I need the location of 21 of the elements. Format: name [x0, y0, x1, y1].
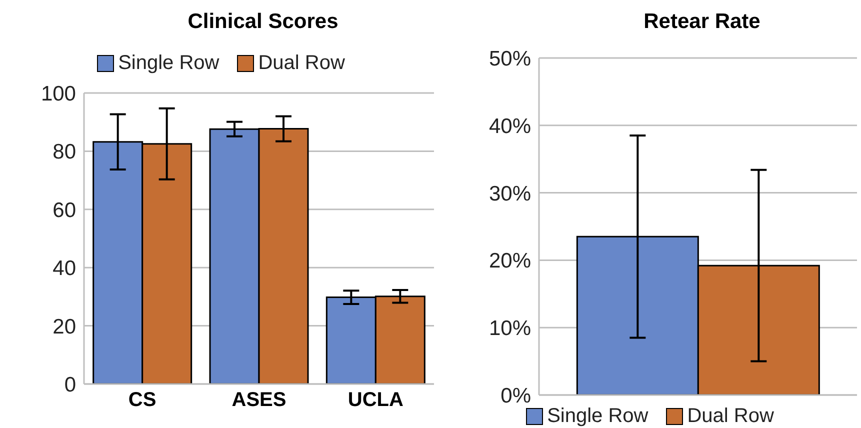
y-tick-label: 20%: [488, 250, 531, 273]
y-tick-label: 100: [40, 82, 76, 106]
x-tick-label: ASES: [232, 389, 286, 412]
legend-label: Dual Row: [257, 52, 345, 75]
y-tick-label: 0%: [500, 384, 531, 408]
y-tick-label: 80: [52, 140, 76, 164]
legend-label: Dual Row: [686, 405, 774, 428]
x-tick-label: UCLA: [348, 389, 404, 412]
y-tick-label: 40%: [488, 114, 531, 138]
y-tick-label: 20: [52, 315, 76, 338]
legend-label: Single Row: [547, 405, 648, 427]
y-tick-label: 0: [64, 373, 76, 396]
chart-title: Clinical Scores: [186, 10, 340, 34]
y-tick-label: 60: [52, 198, 76, 222]
legend-label: Single Row: [117, 52, 220, 75]
chart-title: Retear Rate: [642, 10, 762, 34]
y-tick-label: 30%: [488, 182, 531, 206]
y-tick-label: 10%: [488, 317, 531, 340]
y-tick-label: 40: [52, 257, 76, 280]
y-tick-label: 50%: [488, 47, 531, 70]
x-tick-label: CS: [128, 389, 156, 412]
